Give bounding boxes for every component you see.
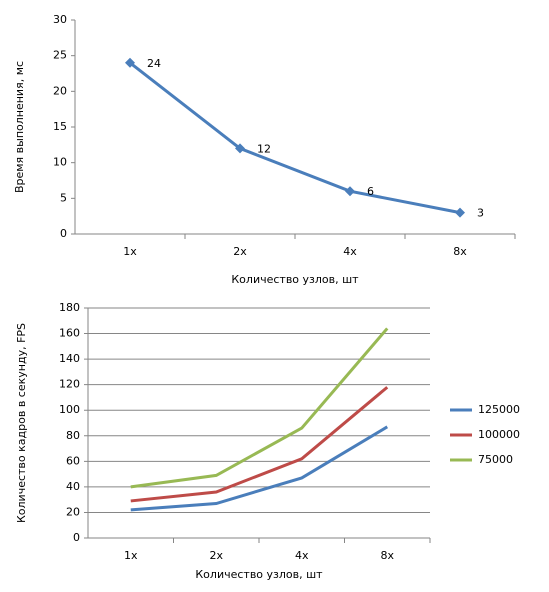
data-label: 6 [367, 185, 374, 198]
x-tick-label: 2x [209, 549, 223, 562]
data-label: 12 [257, 142, 271, 155]
y-tick-label: 10 [53, 156, 67, 169]
x-tick-label: 1x [123, 245, 137, 258]
y-tick-label: 25 [53, 49, 67, 62]
y-tick-label: 20 [66, 505, 80, 518]
legend-label: 125000 [478, 403, 520, 416]
legend-label: 75000 [478, 453, 513, 466]
series-line [129, 61, 461, 215]
y-tick-label: 40 [66, 480, 80, 493]
y-axis-title: Количество кадров в секунду, FPS [15, 323, 28, 523]
y-tick-label: 0 [60, 227, 67, 240]
data-label: 24 [147, 57, 161, 70]
y-tick-label: 120 [59, 378, 80, 391]
y-tick-label: 180 [59, 301, 80, 314]
y-tick-label: 80 [66, 429, 80, 442]
series-line [130, 425, 389, 512]
y-tick-label: 140 [59, 352, 80, 365]
marker [455, 207, 465, 218]
y-tick-label: 15 [53, 120, 67, 133]
x-tick-label: 1x [124, 549, 138, 562]
series-line [130, 386, 389, 503]
x-tick-label: 8x [380, 549, 394, 562]
marker [125, 57, 135, 68]
x-tick-label: 4x [343, 245, 357, 258]
data-label: 3 [477, 207, 484, 220]
legend-label: 100000 [478, 428, 520, 441]
y-tick-label: 60 [66, 454, 80, 467]
marker [345, 186, 355, 197]
marker [235, 143, 245, 154]
x-tick-label: 4x [295, 549, 309, 562]
y-tick-label: 100 [59, 403, 80, 416]
y-tick-label: 20 [53, 84, 67, 97]
y-tick-label: 5 [60, 191, 67, 204]
series-line [130, 327, 389, 489]
x-tick-label: 8x [453, 245, 467, 258]
y-tick-label: 30 [53, 13, 67, 26]
y-tick-label: 0 [73, 531, 80, 544]
x-tick-label: 2x [233, 245, 247, 258]
y-axis-title: Время выполнения, мс [13, 61, 26, 193]
x-axis-title: Количество узлов, шт [195, 568, 323, 581]
y-tick-label: 160 [59, 327, 80, 340]
x-axis-title: Количество узлов, шт [231, 273, 359, 286]
